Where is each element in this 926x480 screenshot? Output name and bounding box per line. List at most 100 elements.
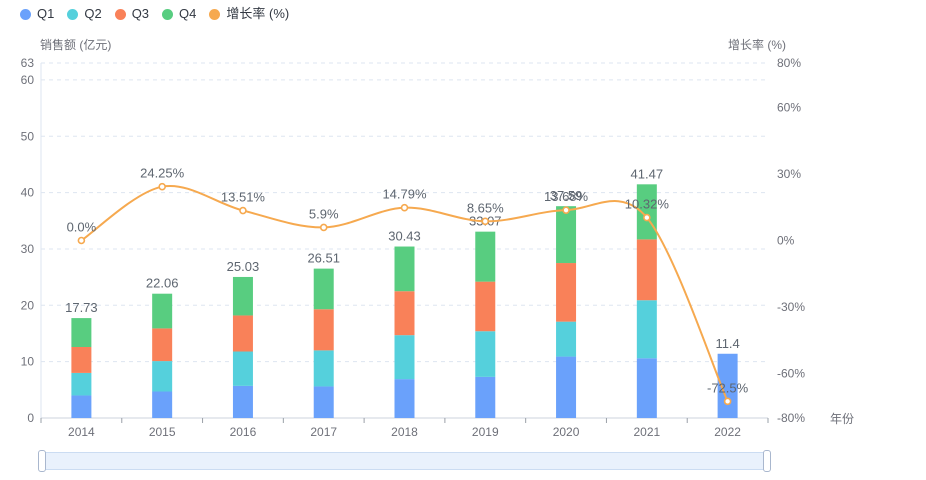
left-axis-tick-label: 40 xyxy=(21,186,35,200)
bar-segment-q3-2014[interactable] xyxy=(71,347,92,373)
legend-item-growth-rate[interactable]: 增长率 (%) xyxy=(209,6,289,22)
datazoom-slider[interactable] xyxy=(38,450,771,472)
legend-item-label: Q1 xyxy=(37,6,55,21)
bar-segment-q4-2016[interactable] xyxy=(232,276,253,316)
growth-rate-point-2019[interactable] xyxy=(481,217,490,226)
right-axis-tick-label: -60% xyxy=(777,367,805,381)
left-axis-tick-label: 50 xyxy=(21,129,35,143)
bar-segment-q1-2015[interactable] xyxy=(152,391,173,418)
growth-rate-point-2017[interactable] xyxy=(319,223,328,232)
bar-segment-q3-2017[interactable] xyxy=(313,309,334,351)
bar-segment-q3-2021[interactable] xyxy=(636,239,657,301)
legend: Q1 Q2 Q3 Q4 增长率 (%) xyxy=(20,6,289,22)
growth-rate-label: 0.0% xyxy=(67,220,97,235)
left-axis-tick-label: 30 xyxy=(21,242,35,256)
x-axis-category-label: 2020 xyxy=(553,425,580,439)
left-axis-title: 销售额 (亿元) xyxy=(40,38,112,52)
growth-rate-point-2021[interactable] xyxy=(643,213,651,222)
bar-segment-q2-2021[interactable] xyxy=(636,300,657,359)
left-axis-tick-label: 63 xyxy=(21,56,35,70)
growth-rate-point-2016[interactable] xyxy=(239,206,247,215)
growth-rate-label: 24.25% xyxy=(140,166,185,181)
q4-series-marker-icon xyxy=(162,8,174,20)
bar-segment-q2-2017[interactable] xyxy=(313,350,334,387)
bar-segment-q2-2015[interactable] xyxy=(152,361,173,392)
legend-item-q3[interactable]: Q3 xyxy=(114,6,150,22)
x-axis-name: 年份 xyxy=(830,412,855,426)
right-axis-tick-label: 30% xyxy=(777,167,801,181)
bar-segment-q2-2014[interactable] xyxy=(71,372,92,396)
x-axis-category-label: 2022 xyxy=(714,425,741,439)
bar-segment-q4-2017[interactable] xyxy=(313,268,334,310)
bar-segment-q2-2018[interactable] xyxy=(394,335,415,380)
left-axis-tick-label: 10 xyxy=(21,355,35,369)
bar-segment-q4-2020[interactable] xyxy=(556,206,577,264)
left-axis-tick-label: 20 xyxy=(21,298,35,312)
bar-segment-q3-2020[interactable] xyxy=(556,263,577,322)
bar-segment-q1-2017[interactable] xyxy=(313,386,334,418)
x-axis-category-label: 2014 xyxy=(68,425,95,439)
bar-segment-q2-2019[interactable] xyxy=(475,331,496,377)
left-axis-tick-label: 60 xyxy=(21,73,35,87)
bar-segment-q3-2016[interactable] xyxy=(232,315,253,352)
right-axis-tick-label: 0% xyxy=(777,234,795,248)
growth-rate-label: -72.5% xyxy=(707,380,749,395)
bar-segment-q1-2014[interactable] xyxy=(71,395,92,418)
bar-segment-q2-2016[interactable] xyxy=(232,351,253,386)
q2-series-marker-icon xyxy=(67,8,79,20)
bar-segment-q2-2020[interactable] xyxy=(556,321,577,357)
bar-total-label: 41.47 xyxy=(631,166,664,181)
bar-segment-q1-2018[interactable] xyxy=(394,379,415,418)
datazoom-handle-left[interactable] xyxy=(38,450,46,472)
growth-rate-point-2018[interactable] xyxy=(400,203,409,212)
growth-rate-series-marker-icon xyxy=(209,8,221,20)
right-axis-title: 增长率 (%) xyxy=(728,38,786,52)
bar-segment-q4-2018[interactable] xyxy=(394,246,415,292)
bar-segment-q3-2018[interactable] xyxy=(394,291,415,336)
growth-rate-point-2020[interactable] xyxy=(562,206,570,214)
legend-item-q4[interactable]: Q4 xyxy=(162,6,196,22)
bar-segment-q4-2014[interactable] xyxy=(71,318,92,347)
legend-item-q2[interactable]: Q2 xyxy=(67,6,102,22)
growth-rate-point-2022[interactable] xyxy=(723,397,732,406)
bar-total-label: 25.03 xyxy=(227,259,260,274)
growth-rate-label: 14.79% xyxy=(382,187,427,202)
bar-total-label: 11.4 xyxy=(715,336,739,351)
bar-segment-q1-2019[interactable] xyxy=(475,376,496,418)
legend-item-label: Q3 xyxy=(131,6,150,21)
legend-item-q1[interactable]: Q1 xyxy=(20,6,54,22)
bar-segment-q3-2015[interactable] xyxy=(152,328,173,362)
datazoom-handle-right[interactable] xyxy=(763,450,771,472)
growth-rate-label: 5.9% xyxy=(309,206,339,221)
bar-total-label: 17.73 xyxy=(65,300,98,315)
legend-item-label: Q2 xyxy=(84,6,102,21)
bar-total-label: 37.59 xyxy=(550,188,583,203)
q1-series-marker-icon xyxy=(20,8,31,20)
bar-segment-q4-2015[interactable] xyxy=(152,293,173,329)
right-axis-tick-label: 80% xyxy=(777,56,801,70)
growth-rate-label: 8.65% xyxy=(467,200,504,215)
legend-item-label: Q4 xyxy=(179,6,197,21)
bar-segment-q1-2022[interactable] xyxy=(717,353,738,418)
right-axis-tick-label: -30% xyxy=(777,300,805,314)
q3-series-marker-icon xyxy=(114,8,126,20)
left-axis-tick-label: 0 xyxy=(27,411,34,425)
bar-total-label: 22.06 xyxy=(146,276,179,291)
growth-rate-point-2015[interactable] xyxy=(158,182,166,191)
x-axis-category-label: 2018 xyxy=(391,425,418,439)
bar-segment-q1-2016[interactable] xyxy=(232,385,253,418)
legend-item-label: 增长率 (%) xyxy=(226,6,290,21)
bar-segment-q1-2020[interactable] xyxy=(556,356,577,418)
right-axis-tick-label: 60% xyxy=(777,100,801,114)
right-axis-tick-label: -80% xyxy=(777,411,805,425)
bar-total-label: 30.43 xyxy=(388,229,421,244)
bar-segment-q3-2019[interactable] xyxy=(475,281,496,332)
growth-rate-label: 10.32% xyxy=(625,197,670,212)
growth-rate-label: 13.68% xyxy=(544,189,589,204)
x-axis-category-label: 2016 xyxy=(230,425,257,439)
growth-rate-point-2014[interactable] xyxy=(77,236,86,245)
bar-segment-q4-2019[interactable] xyxy=(475,231,496,282)
bar-segment-q1-2021[interactable] xyxy=(636,358,657,418)
